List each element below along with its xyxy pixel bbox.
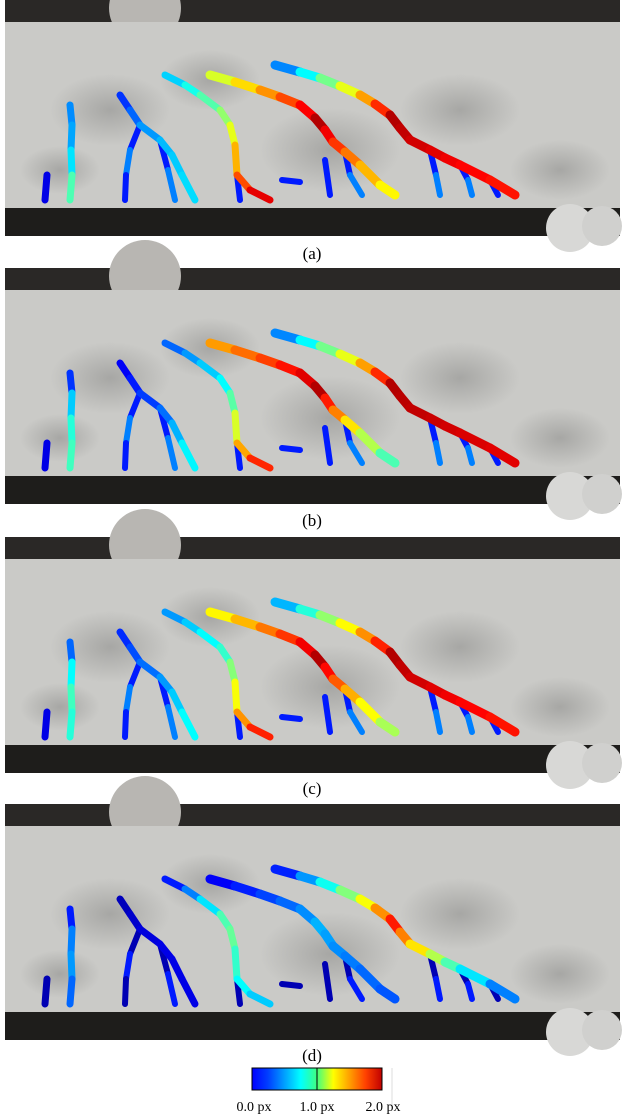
crack-segment xyxy=(70,712,72,737)
shade xyxy=(400,878,520,950)
colorbar-label: 1.0 px xyxy=(300,1100,335,1115)
crack-segment xyxy=(235,145,237,175)
crack-segment xyxy=(70,443,72,468)
crack-segment xyxy=(235,682,237,712)
panel-label: (a) xyxy=(303,244,322,263)
support-frame xyxy=(5,1012,620,1040)
crack-segment xyxy=(71,687,72,712)
crack-segment xyxy=(71,929,72,954)
support-frame xyxy=(5,208,620,236)
crack-segment xyxy=(71,125,72,150)
crack-branch xyxy=(126,150,130,175)
crack-segment xyxy=(45,712,47,737)
shade xyxy=(20,950,100,998)
crack-branch xyxy=(282,448,300,450)
crack-segment xyxy=(71,393,72,418)
colorbar-label: 2.0 px xyxy=(366,1100,401,1115)
crack-branch xyxy=(126,418,130,443)
panel-label: (d) xyxy=(302,1046,322,1065)
panel-label: (b) xyxy=(302,511,322,530)
roller xyxy=(582,206,622,246)
shade xyxy=(400,342,520,414)
support-frame xyxy=(5,745,620,773)
panel-label: (c) xyxy=(303,779,322,798)
crack-branch xyxy=(468,448,472,463)
crack-branch xyxy=(436,443,440,463)
crack-segment xyxy=(45,175,47,200)
crack-segment xyxy=(70,979,72,1004)
crack-branch xyxy=(468,984,472,999)
crack-branch xyxy=(436,175,440,195)
crack-segment xyxy=(71,662,72,687)
shade xyxy=(20,683,100,731)
shade xyxy=(510,677,610,737)
crack-segment xyxy=(71,150,72,175)
shade xyxy=(20,146,100,194)
shade xyxy=(510,140,610,200)
crack-segment xyxy=(235,413,237,443)
crack-branch xyxy=(468,180,472,195)
crack-branch xyxy=(125,979,126,1004)
beam-photo xyxy=(5,240,622,520)
colorbar: 0.0 px 1.0 px 2.0 px xyxy=(237,1068,401,1115)
crack-branch xyxy=(436,712,440,732)
crack-segment xyxy=(71,418,72,443)
crack-branch xyxy=(282,717,300,719)
crack-branch xyxy=(282,984,300,986)
crack-branch xyxy=(468,717,472,732)
crack-branch xyxy=(125,443,126,468)
support-frame xyxy=(5,476,620,504)
colorbar-label: 0.0 px xyxy=(237,1100,272,1115)
figure: 0.0 px 1.0 px 2.0 px (a) (b) (c) (d) xyxy=(0,0,624,1117)
beam-photo xyxy=(5,776,622,1056)
roller xyxy=(582,1010,622,1050)
crack-segment xyxy=(71,954,72,979)
crack-branch xyxy=(126,687,130,712)
shade xyxy=(400,611,520,683)
shade xyxy=(400,74,520,146)
crack-branch xyxy=(436,979,440,999)
crack-branch xyxy=(126,954,130,979)
beam-photo xyxy=(5,0,622,252)
shade xyxy=(510,408,610,468)
shade xyxy=(20,414,100,462)
beam-photo xyxy=(5,509,622,789)
crack-branch xyxy=(282,180,300,182)
roller xyxy=(582,474,622,514)
crack-segment xyxy=(235,949,237,979)
shade xyxy=(510,944,610,1004)
crack-segment xyxy=(70,175,72,200)
crack-branch xyxy=(125,712,126,737)
crack-branch xyxy=(125,175,126,200)
roller xyxy=(582,743,622,783)
crack-segment xyxy=(45,979,47,1004)
crack-segment xyxy=(45,443,47,468)
